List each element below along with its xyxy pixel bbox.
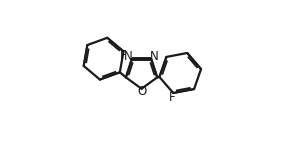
Text: N: N [124, 50, 133, 63]
Text: O: O [137, 85, 146, 98]
Text: F: F [120, 49, 126, 62]
Text: N: N [150, 50, 159, 63]
Text: F: F [169, 91, 176, 104]
